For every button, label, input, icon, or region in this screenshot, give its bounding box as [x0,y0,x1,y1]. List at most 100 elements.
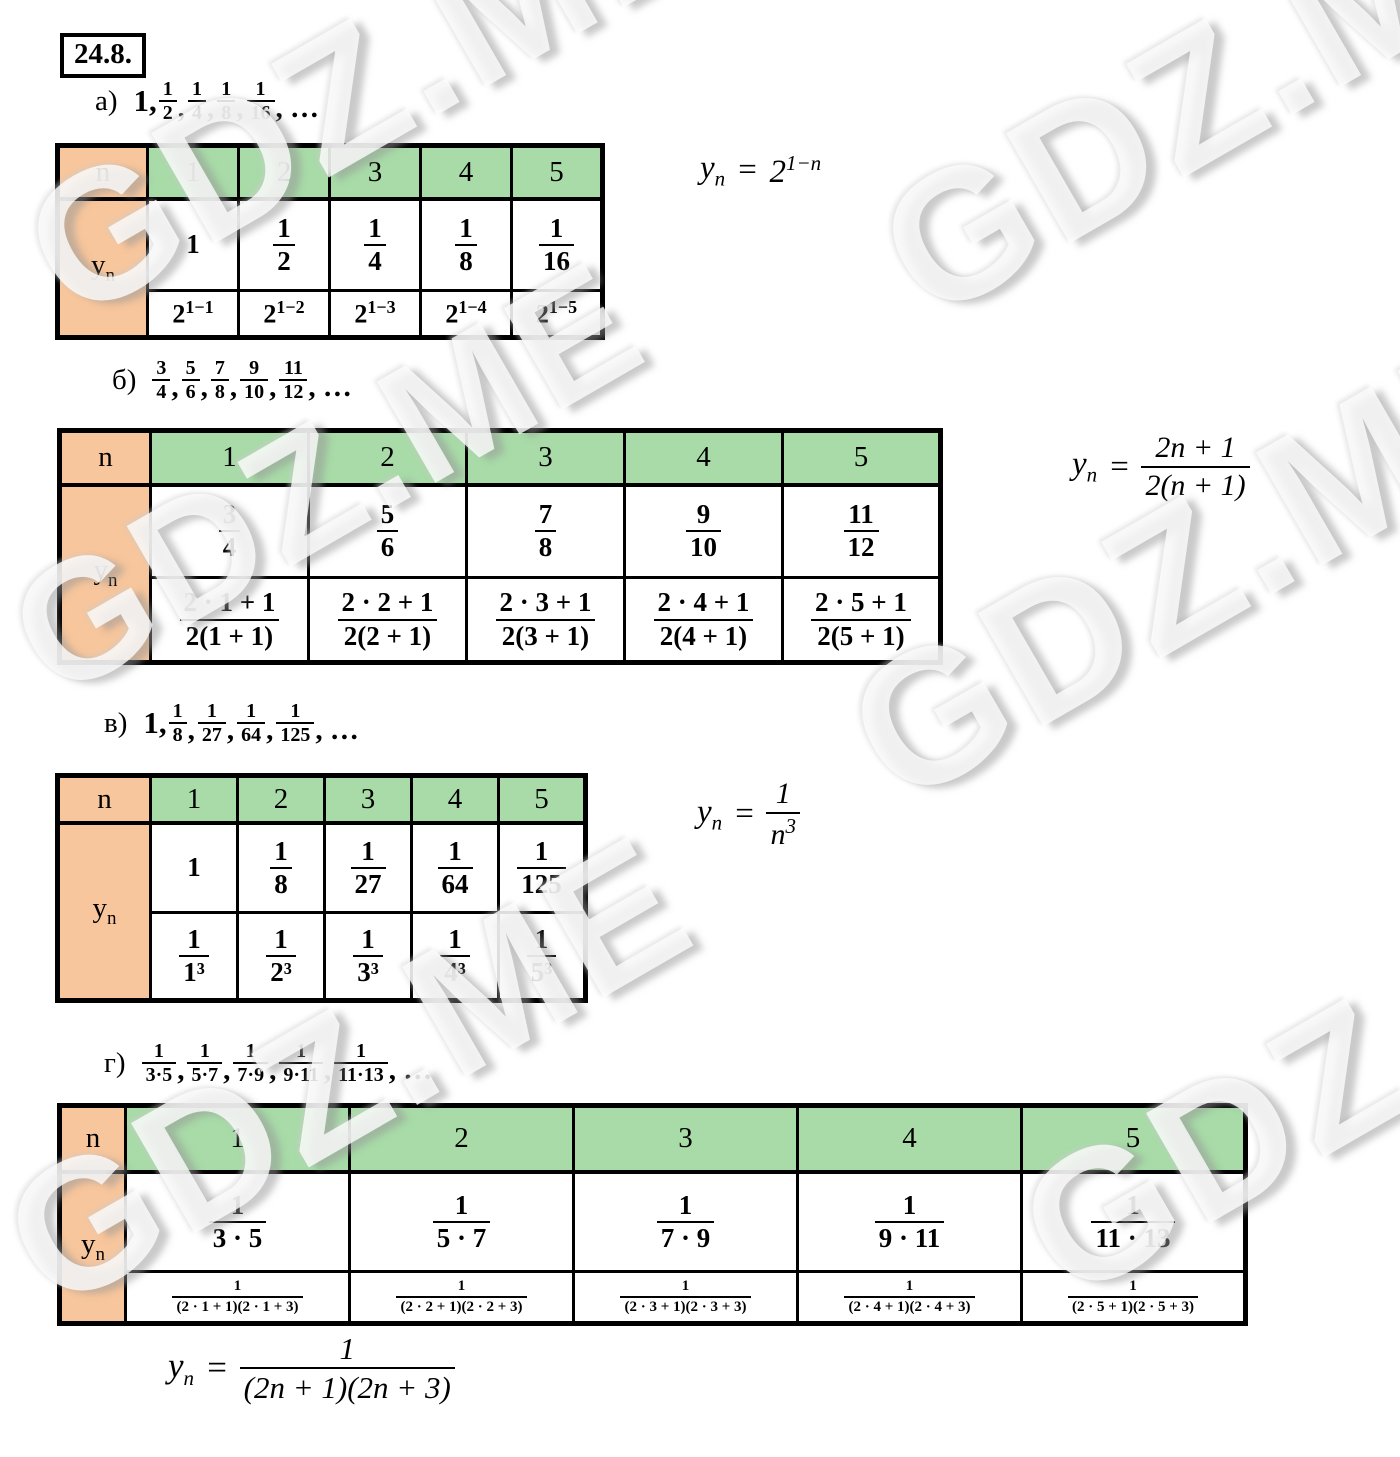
fraction-denominator: 10 [240,379,269,403]
sequence-lead: 1, [143,705,167,741]
fraction-numerator: 1 [549,212,564,243]
sequence-lead: 1, [133,83,157,119]
fraction-denominator: 125 [517,866,566,900]
fraction: 1 5³ [526,923,557,988]
power-exponent: 1−n [785,150,822,175]
separator: , [323,1053,332,1086]
row-header-yn: yn [56,197,149,339]
fraction-numerator: 1 [534,835,549,866]
column-header: 5 [497,774,587,825]
equals-sign: = [733,796,756,832]
power-exponent: 1−1 [185,297,214,318]
separator: , [269,1053,277,1086]
fraction-numerator: 1 [199,1040,210,1062]
fraction-denominator: 6 [376,530,399,563]
fraction: 9 10 [240,357,269,404]
den-base: n [770,818,786,851]
fraction-denominator: 2(1 + 1) [179,618,280,652]
fraction-numerator: 2 · 5 + 1 [815,587,907,618]
fraction: 1 5·7 [187,1040,223,1087]
fraction-denominator: 5 · 7 [432,1220,491,1254]
fraction-numerator: 1 [355,1040,366,1062]
expansion-cell: 1 1³ [149,911,239,1002]
fraction-numerator: 1 [361,923,375,954]
expansion-cell: 21−3 [328,289,422,339]
fraction-numerator: 1 [255,78,266,100]
fraction: 1 64 [437,836,473,900]
fraction-denominator: 12 [279,379,308,403]
fraction-denominator: 3³ [353,955,383,988]
fraction-denominator: 64 [237,722,266,746]
expansion-cell: 2 · 4 + 1 2(4 + 1) [623,576,784,664]
fraction-denominator: 8 [210,379,229,403]
fraction: 11 12 [279,357,308,404]
fraction-denominator: 64 [437,866,473,900]
fraction-numerator: 1 [902,1189,917,1220]
fraction-numerator: 3 [222,499,237,530]
fraction-numerator: 1 [534,923,549,954]
fraction-denominator: 2³ [266,955,296,988]
y-base: y [700,150,715,186]
fraction-numerator: 1 [274,923,288,954]
fraction-numerator: 2n + 1 [1155,431,1236,464]
row-header-yn: yn [56,821,152,1002]
fraction: 1 (2 · 5 + 1)(2 · 5 + 3) [1067,1277,1199,1318]
fraction-denominator: 10 [686,530,721,563]
fraction: 1 (2 · 3 + 1)(2 · 3 + 3) [620,1277,751,1318]
fraction-denominator: (2 · 1 + 1)(2 · 1 + 3) [172,1296,303,1318]
row-header-n: n [58,1104,127,1174]
power-exponent: 1−3 [367,297,396,318]
fraction-denominator: 8 [270,866,292,900]
value-cell: 1 [146,197,240,292]
expansion-cell: 21−2 [237,289,331,339]
value: 1 [186,229,200,260]
fraction: 1 4³ [440,924,470,988]
fraction-denominator: 2(3 + 1) [495,618,596,652]
fraction-denominator: 9·11 [279,1062,323,1086]
sequence-g: г) 1 3·5, 1 5·7, 1 7·9, 1 9·11, 1 11·13, … [104,1040,435,1087]
row-header-n: n [56,144,149,201]
fraction-numerator: 1 [290,700,301,722]
separator: , [269,370,277,403]
fraction-numerator: 1 [206,700,217,722]
formula-a: yn = 21−n [700,150,821,192]
fraction: 1 125 [517,836,566,900]
expansion-cell: 1 (2 · 3 + 1)(2 · 3 + 3) [572,1270,799,1325]
fraction-denominator: 8 [168,722,187,746]
fraction-denominator: 11 · 13 [1091,1220,1175,1254]
formula-v: yn = 1 n3 [697,776,800,853]
fraction-denominator: 12 [843,530,879,563]
fraction-denominator: 1³ [179,955,209,988]
fraction: 1 7·9 [233,1040,269,1087]
equals-sign: = [1108,448,1131,485]
separator: , [236,91,244,124]
separator: , [226,713,235,746]
expansion-cell: 1 3³ [323,911,413,1002]
expansion-cell: 21−5 [510,289,604,339]
power-exponent: 1−5 [548,297,578,318]
fraction: 1 (2 · 1 + 1)(2 · 1 + 3) [172,1277,303,1318]
fraction-denominator: 2 [273,243,295,277]
fraction: 2 · 3 + 1 2(3 + 1) [495,587,596,652]
separator: , … [308,370,352,403]
fraction-denominator: 2(2 + 1) [337,618,438,652]
fraction-denominator: 8 [455,243,477,277]
fraction: 1 125 [276,700,315,747]
fraction-numerator: 1 [361,835,375,866]
fraction-numerator: 11 [848,499,874,530]
y-subscript: n [95,1244,106,1266]
fraction-denominator: 4 [188,100,207,124]
y-subscript: n [105,264,116,286]
fraction: 1 (2 · 4 + 1)(2 · 4 + 3) [844,1277,975,1318]
part-label: б) [112,363,137,396]
